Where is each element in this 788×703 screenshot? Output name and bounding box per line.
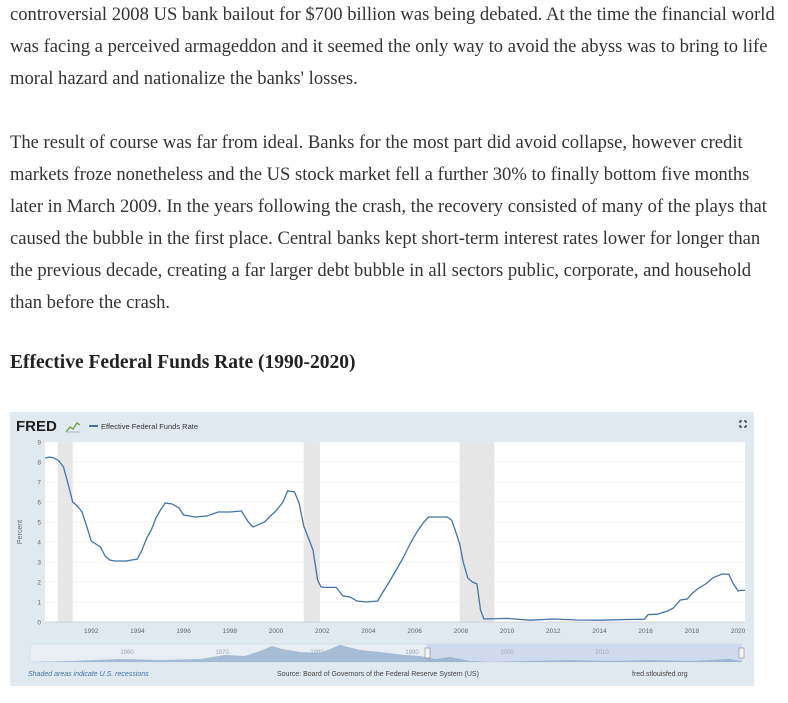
x-tick-label: 2020 <box>731 628 746 635</box>
recession-band-1 <box>57 442 73 622</box>
x-tick-label: 2010 <box>500 628 515 635</box>
fullscreen-icon[interactable] <box>739 420 747 428</box>
y-tick-label: 9 <box>37 440 41 447</box>
y-tick-label: 2 <box>37 580 41 587</box>
x-tick-label: 2016 <box>638 628 653 635</box>
x-tick-label: 2002 <box>315 628 330 635</box>
x-tick-label: 2008 <box>454 628 469 635</box>
paragraph-result: The result of course was far from ideal.… <box>10 132 767 313</box>
x-tick-label: 2006 <box>407 628 422 635</box>
y-tick-label: 3 <box>37 560 41 567</box>
navigator-label: 2000 <box>500 650 514 656</box>
fred-chart: FRED Effective Federal Funds Rate 0 1 2 3 4 5… <box>10 412 754 686</box>
recession-band-2 <box>303 442 320 622</box>
x-tick-label: 2014 <box>592 628 607 635</box>
x-tick-label: 2000 <box>269 628 284 635</box>
x-tick-label: 2004 <box>361 628 376 635</box>
range-navigator[interactable]: 1960 1970 1980 1990 2000 2010 <box>29 643 745 663</box>
y-tick-label: 7 <box>37 480 41 487</box>
chart-heading: Effective Federal Funds Rate (1990-2020) <box>10 352 356 373</box>
navigator-area <box>30 645 742 662</box>
navigator-label: 2010 <box>595 650 609 656</box>
navigator-right-handle[interactable] <box>738 647 745 659</box>
y-axis-label: Percent <box>17 520 24 544</box>
navigator-selection[interactable] <box>427 644 742 662</box>
x-tick-label: 2012 <box>546 628 561 635</box>
fred-logo-graph-icon <box>65 422 81 433</box>
site-link[interactable]: fred.stlouisfed.org <box>632 671 688 678</box>
navigator-label: 1990 <box>405 650 419 656</box>
y-tick-label: 6 <box>37 500 41 507</box>
y-tick-label: 0 <box>37 620 41 627</box>
recession-band-3 <box>459 442 495 622</box>
x-tick-label: 1992 <box>84 628 99 635</box>
x-tick-label: 1994 <box>130 628 145 635</box>
legend-label: Effective Federal Funds Rate <box>101 422 198 431</box>
y-tick-label: 5 <box>37 520 41 527</box>
y-tick-label: 8 <box>37 460 41 467</box>
navigator-label: 1960 <box>120 650 134 656</box>
navigator-left-handle[interactable] <box>424 647 431 659</box>
series-line-effective-federal-funds-rate <box>44 456 745 621</box>
fred-logo[interactable]: FRED <box>16 418 57 435</box>
x-tick-label: 1996 <box>176 628 191 635</box>
navigator-label: 1970 <box>215 650 229 656</box>
plot-area <box>45 442 745 622</box>
y-tick-label: 4 <box>37 540 41 547</box>
x-tick-label: 1998 <box>223 628 238 635</box>
x-tick-label: 2018 <box>685 628 700 635</box>
source-note[interactable]: Source: Board of Governors of the Federa… <box>277 671 479 678</box>
paragraph-bailout: controversial 2008 US bank bailout for $… <box>10 4 775 89</box>
y-tick-label: 1 <box>37 600 41 607</box>
navigator-label: 1980 <box>310 650 324 656</box>
recession-note[interactable]: Shaded areas indicate U.S. recessions <box>28 671 149 678</box>
